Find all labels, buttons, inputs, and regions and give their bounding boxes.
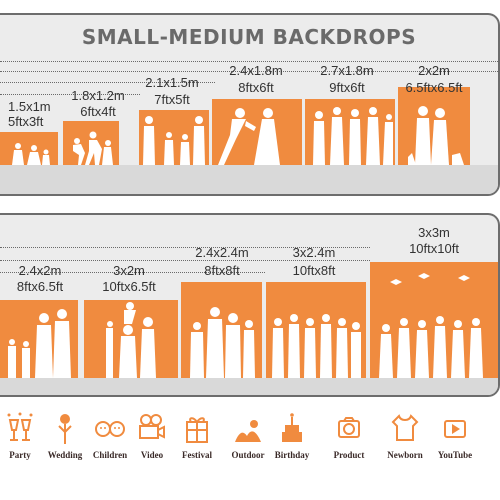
backdrop-panel-top: SMALL-MEDIUM BACKDROPS 1.5x1m 5 bbox=[0, 13, 500, 196]
size-label-metric: 2x2m bbox=[418, 63, 450, 78]
use-festival: Festival bbox=[172, 412, 222, 460]
size-label-metric: 2.4x1.8m bbox=[229, 63, 283, 78]
use-product: Product bbox=[324, 412, 374, 460]
festival-gift-icon bbox=[186, 417, 208, 443]
use-party: Party bbox=[0, 412, 45, 460]
wedding-bouquet-icon bbox=[58, 414, 72, 444]
size-label-metric: 2.4x2m bbox=[18, 263, 62, 278]
group-silhouette-icon bbox=[190, 307, 255, 378]
guide-line bbox=[0, 61, 498, 62]
use-label: Wedding bbox=[47, 450, 83, 460]
size-label-imperial: 9ftx6ft bbox=[329, 80, 365, 95]
youtube-play-icon bbox=[444, 420, 466, 438]
newborn-onesie-icon bbox=[391, 414, 419, 441]
wedding-couple-icon bbox=[218, 108, 280, 165]
size-label-imperial: 5ftx3ft bbox=[8, 114, 44, 129]
use-label: YouTube bbox=[437, 450, 473, 460]
use-birthday: Birthday bbox=[267, 412, 317, 460]
size-label-imperial: 10ftx8ft bbox=[292, 263, 336, 278]
use-label: Children bbox=[92, 450, 128, 460]
size-label-metric: 3x3m bbox=[418, 225, 450, 240]
use-outdoor: Outdoor bbox=[223, 412, 273, 460]
backdrop-2-1x1-5m bbox=[139, 110, 209, 165]
use-label: Product bbox=[333, 450, 365, 460]
use-label: Newborn bbox=[387, 450, 423, 460]
backdrop-2x2m bbox=[398, 87, 470, 165]
backdrop-3x2m bbox=[84, 300, 178, 378]
guide-line bbox=[0, 260, 370, 261]
use-video: Video bbox=[127, 412, 177, 460]
use-children: Children bbox=[85, 412, 135, 460]
size-label-metric: 1.5x1m bbox=[8, 99, 51, 114]
crowd-silhouette-icon bbox=[272, 314, 361, 378]
friends-group-icon bbox=[313, 107, 393, 165]
family-silhouette-icon bbox=[8, 309, 71, 378]
backdrop-1-8x1-2m bbox=[63, 121, 119, 165]
guide-line bbox=[0, 71, 498, 72]
use-label: Video bbox=[140, 450, 164, 460]
size-label-imperial: 8ftx6ft bbox=[238, 80, 274, 95]
size-label-metric: 2.7x1.8m bbox=[320, 63, 374, 78]
use-label: Outdoor bbox=[231, 450, 265, 460]
size-label-metric: 1.8x1.2m bbox=[71, 88, 125, 103]
size-label-imperial: 7ftx5ft bbox=[154, 92, 190, 107]
backdrop-3x2-4m bbox=[266, 282, 366, 378]
use-label: Festival bbox=[182, 450, 212, 460]
backdrop-2-4x2m bbox=[0, 300, 78, 378]
party-glasses-icon bbox=[7, 412, 33, 441]
size-label-metric: 2.1x1.5m bbox=[145, 75, 199, 90]
size-label-metric: 2.4x2.4m bbox=[195, 245, 249, 260]
family-silhouette-icon bbox=[143, 116, 205, 165]
backdrop-2-4x2-4m bbox=[181, 282, 262, 378]
use-label: Party bbox=[9, 450, 31, 460]
running-kids-icon bbox=[73, 131, 113, 165]
birthday-cake-icon bbox=[282, 413, 302, 442]
backdrop-2-4x1-8m bbox=[212, 99, 302, 165]
outdoor-landscape-icon bbox=[235, 420, 261, 442]
couple-dog-icon bbox=[408, 106, 464, 165]
size-label-imperial: 10ftx10ft bbox=[409, 241, 459, 256]
use-wedding: Wedding bbox=[40, 412, 90, 460]
product-camera-icon bbox=[338, 417, 360, 438]
video-camera-icon bbox=[139, 414, 165, 439]
size-label-imperial: 8ftx8ft bbox=[204, 263, 240, 278]
backdrop-1-5x1m bbox=[0, 132, 58, 165]
guide-line bbox=[0, 272, 265, 273]
use-newborn: Newborn bbox=[380, 412, 430, 460]
guide-line bbox=[0, 247, 370, 248]
size-label-imperial: 6.5ftx6.5ft bbox=[405, 80, 463, 95]
guide-line bbox=[0, 94, 140, 95]
family-lift-icon bbox=[106, 302, 156, 378]
size-label-imperial: 8ftx6.5ft bbox=[16, 279, 64, 294]
backdrop-3x3m bbox=[370, 262, 498, 378]
floor-strip bbox=[0, 165, 498, 194]
use-label: Birthday bbox=[274, 450, 310, 460]
guide-line bbox=[0, 82, 215, 83]
graduation-group-icon bbox=[379, 273, 483, 378]
page-title: SMALL-MEDIUM BACKDROPS bbox=[81, 25, 417, 49]
size-label-imperial: 10ftx6.5ft bbox=[102, 279, 156, 294]
size-label-metric: 3x2.4m bbox=[292, 245, 336, 260]
size-label-imperial: 6ftx4ft bbox=[80, 104, 116, 119]
use-youtube: YouTube bbox=[430, 412, 480, 460]
use-case-icons: Party Wedding Children Video Festival Ou… bbox=[0, 412, 500, 492]
floor-strip bbox=[0, 378, 498, 395]
children-faces-icon bbox=[95, 421, 125, 437]
backdrop-2-7x1-8m bbox=[305, 99, 395, 165]
kids-silhouette-icon bbox=[12, 143, 50, 165]
backdrop-panel-bottom: 2.4x2m 8ftx6.5ft 3x2m 10ftx6.5ft 2.4x2.4… bbox=[0, 213, 500, 397]
size-label-metric: 3x2m bbox=[113, 263, 145, 278]
